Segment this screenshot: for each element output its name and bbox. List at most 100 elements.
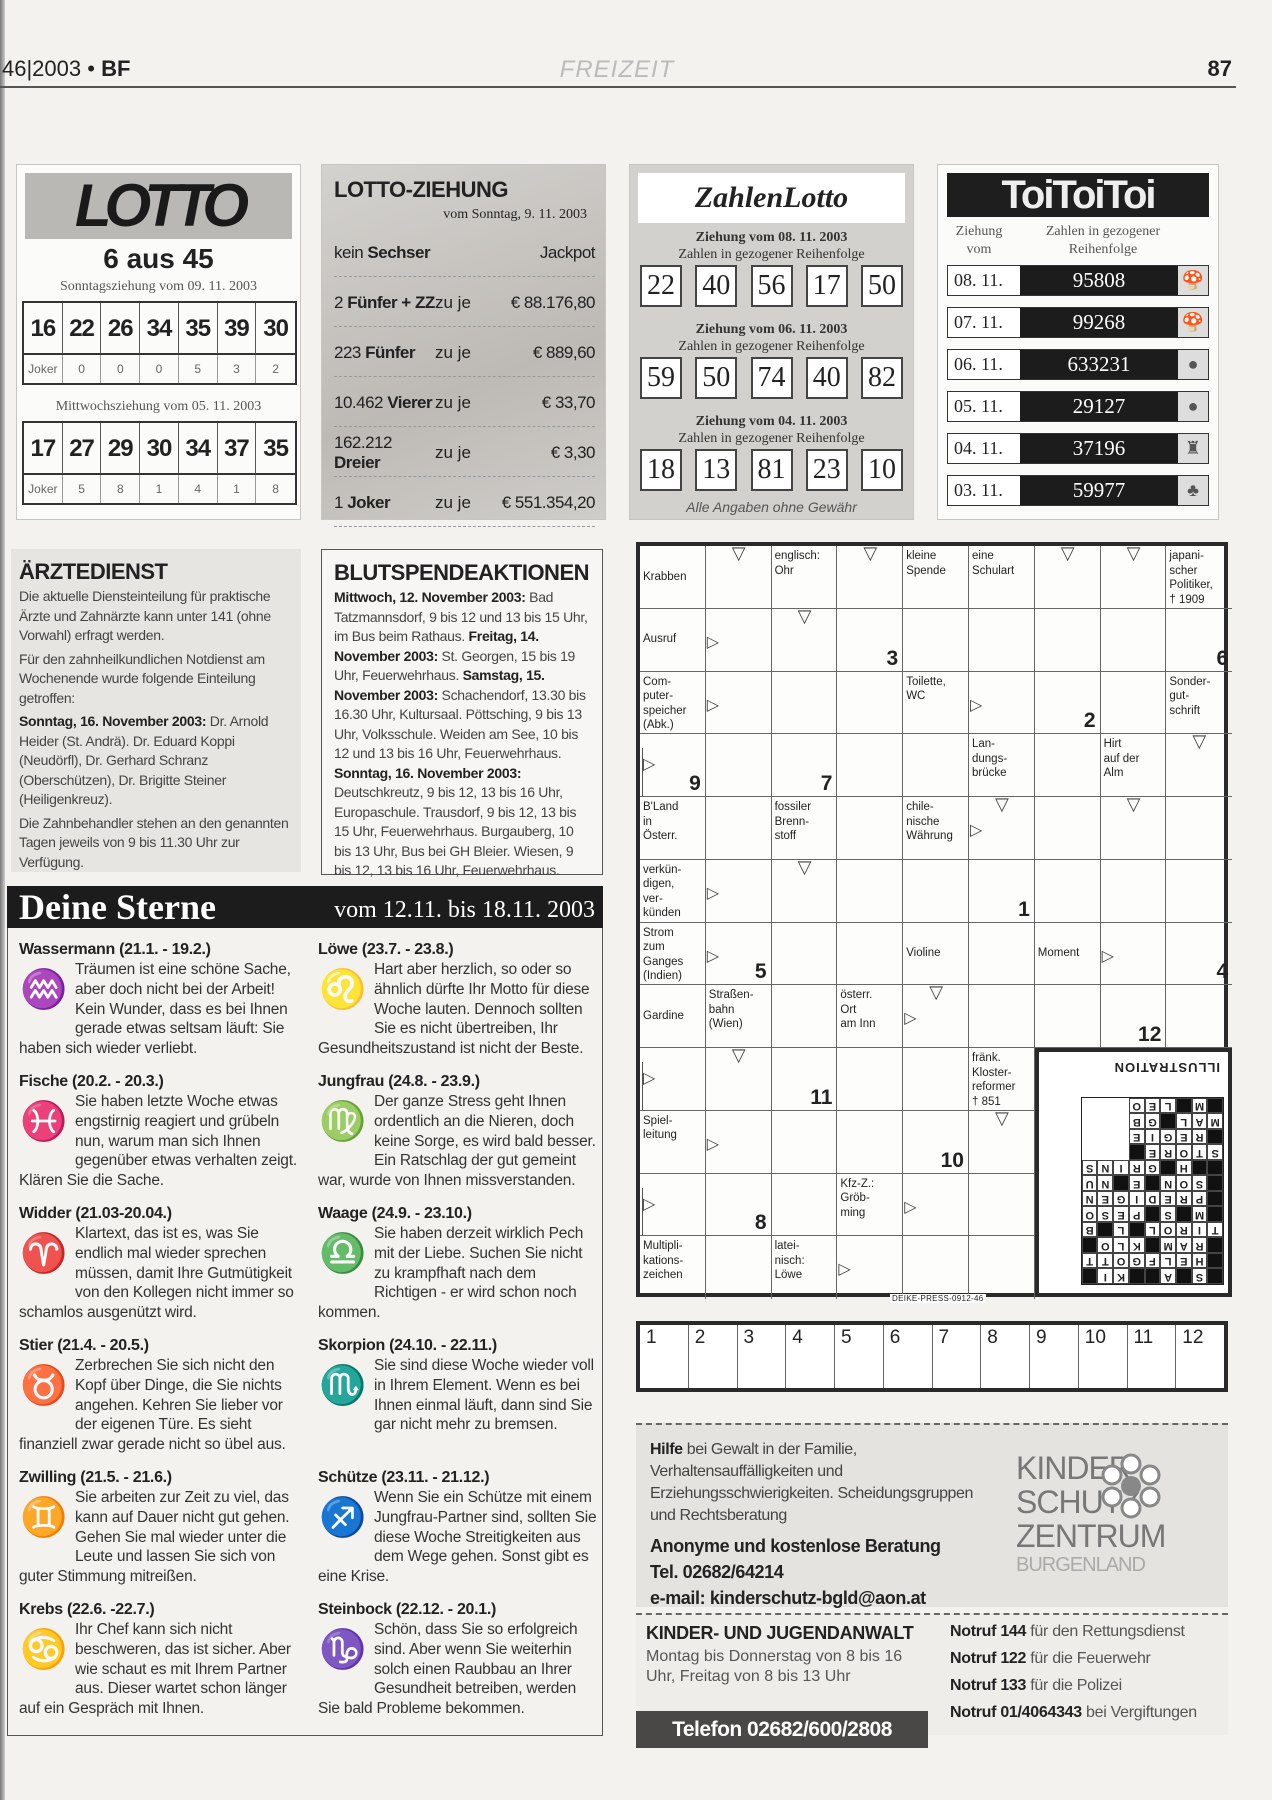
joker-digit: 1 (140, 475, 179, 503)
answer-cell[interactable] (1034, 985, 1101, 1048)
drawn-number: 37196 (1020, 434, 1178, 463)
answer-cell[interactable]: ▷ 5 (705, 922, 772, 986)
answer-cell[interactable]: ▽ (1100, 797, 1167, 860)
solution-box[interactable]: 3 (738, 1325, 787, 1388)
answer-cell[interactable]: ▽ (771, 859, 838, 923)
solution-letter: L (1112, 1237, 1129, 1253)
answer-cell[interactable]: 11 (771, 1048, 838, 1111)
column-header-numbers: Zahlen in gezogener Reihenfolge (1045, 224, 1161, 257)
answer-cell[interactable] (1100, 859, 1167, 923)
answer-cell[interactable]: ▷ (705, 859, 772, 923)
answer-cell[interactable]: ▷ (705, 1110, 772, 1174)
answer-cell[interactable] (705, 797, 772, 860)
arrow-right-icon: ▷ (970, 822, 983, 839)
answer-cell[interactable] (1034, 797, 1101, 860)
answer-cell[interactable] (969, 922, 1035, 986)
answer-cell[interactable]: ▽ (1100, 546, 1167, 609)
answer-cell[interactable]: ▽ (837, 546, 904, 609)
answer-cell[interactable]: 4 (1166, 923, 1233, 986)
black-square (1207, 1191, 1223, 1207)
answer-cell[interactable] (969, 608, 1035, 672)
solution-box[interactable]: 4 (786, 1325, 835, 1388)
draw-numbers: 59 50 74 40 82 (640, 357, 903, 399)
answer-cell[interactable]: 8 (705, 1173, 772, 1237)
answer-cell[interactable]: 7 (771, 734, 838, 797)
solution-box[interactable]: 8 (981, 1325, 1030, 1388)
answer-cell[interactable] (969, 1236, 1035, 1299)
answer-cell[interactable]: ▷ (969, 671, 1035, 735)
answer-cell[interactable]: 6 (1166, 609, 1233, 672)
solution-box[interactable]: 12 (1182, 1327, 1204, 1348)
answer-cell[interactable]: ▽ (1034, 546, 1101, 609)
answer-cell[interactable]: ▽ (969, 1110, 1035, 1174)
solution-box[interactable]: 9 (1030, 1325, 1079, 1388)
answer-cell[interactable] (1034, 734, 1101, 797)
answer-cell[interactable] (837, 671, 904, 735)
answer-cell[interactable] (1034, 608, 1101, 672)
answer-cell[interactable] (771, 922, 838, 986)
answer-cell[interactable] (969, 1173, 1035, 1237)
sign-heading: Fische (20.2. - 20.3.) (19, 1073, 164, 1090)
winner-count: 223 (334, 342, 361, 362)
answer-cell[interactable] (837, 734, 904, 797)
answer-cell[interactable]: ▷ (640, 1048, 706, 1111)
answer-cell[interactable] (837, 1048, 904, 1111)
answer-cell[interactable]: ▷ (837, 1236, 904, 1299)
answer-cell[interactable]: ▽ (705, 1048, 772, 1111)
solution-box[interactable]: 7 (933, 1325, 982, 1388)
answer-cell[interactable]: ▷ ▽ (969, 797, 1035, 860)
answer-cell[interactable]: 2 (1034, 671, 1101, 735)
answer-cell[interactable] (903, 859, 969, 923)
answer-cell[interactable]: ▽ (705, 546, 772, 609)
solution-letter: A (1160, 1268, 1176, 1284)
email-address[interactable]: e-mail: kinderschutz-bgld@aon.at (650, 1588, 926, 1608)
answer-cell[interactable]: 12 (1100, 985, 1167, 1048)
answer-cell[interactable]: 1 (969, 859, 1035, 923)
answer-cell[interactable] (1166, 985, 1233, 1048)
answer-cell[interactable]: 10 (903, 1110, 969, 1174)
solution-letter: P (1191, 1191, 1208, 1207)
answer-cell[interactable] (837, 797, 904, 860)
answer-cell[interactable]: ▷ (705, 671, 772, 735)
arrow-down-icon: ▽ (995, 1110, 1009, 1128)
answer-cell[interactable] (903, 1236, 969, 1299)
solution-box[interactable]: 10 (1079, 1325, 1128, 1388)
answer-cell[interactable]: ▷ (640, 1173, 706, 1237)
answer-cell[interactable] (837, 1110, 904, 1174)
solution-box[interactable]: 5 (835, 1325, 884, 1388)
answer-cell[interactable]: ▷ (903, 1173, 969, 1237)
joker-label: Joker (24, 355, 63, 383)
answer-cell[interactable]: ▷ (705, 608, 772, 672)
clue-text: Kfz-Z.: Gröb- ming (840, 1177, 875, 1219)
solution-box[interactable]: 2 (689, 1325, 738, 1388)
answer-cell[interactable] (1100, 671, 1167, 735)
answer-cell[interactable] (1034, 859, 1101, 923)
solution-box[interactable]: 11 (1128, 1325, 1177, 1388)
answer-cell[interactable] (969, 985, 1035, 1048)
answer-cell[interactable] (903, 734, 969, 797)
answer-cell[interactable] (706, 1236, 772, 1299)
answer-cell[interactable]: ▽ (771, 608, 838, 672)
answer-cell[interactable]: ▷ 9 (640, 734, 706, 797)
answer-cell[interactable]: ▷ ▽ (903, 985, 969, 1048)
answer-cell[interactable] (1166, 860, 1233, 923)
answer-cell[interactable] (771, 985, 838, 1048)
answer-cell[interactable] (903, 608, 969, 672)
answer-cell[interactable] (837, 859, 904, 923)
answer-cell[interactable]: 3 (837, 608, 904, 672)
answer-cell[interactable] (771, 1173, 838, 1237)
answer-cell[interactable] (1166, 797, 1233, 860)
answer-cell[interactable] (771, 671, 838, 735)
answer-cell[interactable] (837, 922, 904, 986)
clue-cell: fränk. Kloster- reformer † 851 (969, 1048, 1035, 1111)
solution-letter: G (1112, 1191, 1129, 1207)
answer-cell[interactable]: ▷ (1100, 922, 1167, 986)
answer-cell[interactable] (705, 734, 772, 797)
answer-cell[interactable]: ▽ (1166, 734, 1233, 797)
solution-box[interactable]: 6 (884, 1325, 933, 1388)
solution-box[interactable]: 1 (640, 1325, 689, 1388)
answer-cell[interactable] (903, 1048, 969, 1111)
answer-cell[interactable] (1100, 608, 1167, 672)
black-square (1175, 1206, 1192, 1222)
answer-cell[interactable] (771, 1110, 838, 1174)
